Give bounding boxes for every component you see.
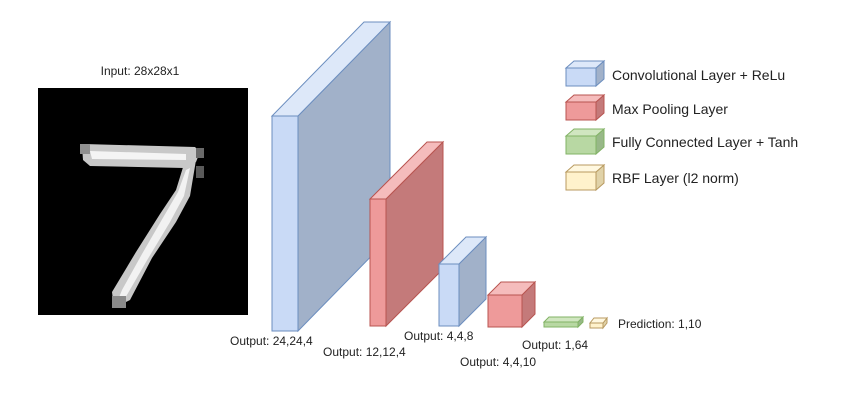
legend-item-pool: Max Pooling Layer: [564, 93, 728, 122]
legend-rbf-swatch: [564, 163, 606, 192]
input-image-background: [38, 88, 248, 315]
layer-fc1-top: [542, 316, 585, 323]
legend-item-rbf: RBF Layer (l2 norm): [564, 163, 739, 192]
layer-conv1-front: [271, 115, 299, 332]
layer-pool1-front: [369, 198, 387, 327]
layer-fc1: [542, 315, 585, 329]
layer-conv1: [270, 20, 392, 333]
layer-rbf-output-label: Prediction: 1,10: [618, 317, 702, 331]
legend-pool-swatch: [564, 93, 606, 122]
handwritten-digit-7-image: [80, 144, 204, 308]
legend-fc-swatch: [564, 127, 606, 156]
layer-conv1-output-label: Output: 24,24,4: [230, 334, 313, 348]
legend-rbf-label: RBF Layer (l2 norm): [612, 170, 739, 186]
layer-pool1: [368, 140, 445, 328]
legend: Convolutional Layer + ReLu Max Pooling L…: [564, 59, 798, 192]
layer-fc1-output-label: Output: 1,64: [522, 338, 588, 352]
layer-pool2: [486, 280, 537, 329]
layer-rbf: [588, 316, 609, 330]
legend-conv-label: Convolutional Layer + ReLu: [612, 67, 785, 83]
layer-pool2-front: [487, 294, 523, 328]
input-image: [38, 88, 248, 315]
layer-conv2-output-label: Output: 4,4,8: [404, 329, 474, 343]
layer-pool2-output-label: Output: 4,4,10: [460, 355, 536, 369]
layer-rbf-front: [589, 322, 604, 329]
legend-fc-label: Fully Connected Layer + Tanh: [612, 134, 798, 150]
layer-pool1-output-label: Output: 12,12,4: [323, 345, 406, 359]
layer-fc1-front: [543, 321, 579, 328]
input-label: Input: 28x28x1: [101, 64, 180, 78]
legend-conv-swatch: [564, 59, 606, 88]
layer-conv2-front: [438, 263, 460, 327]
layer-conv2: [437, 235, 488, 328]
legend-pool-label: Max Pooling Layer: [612, 101, 728, 117]
legend-item-conv: Convolutional Layer + ReLu: [564, 59, 785, 88]
legend-item-fc: Fully Connected Layer + Tanh: [564, 127, 798, 156]
